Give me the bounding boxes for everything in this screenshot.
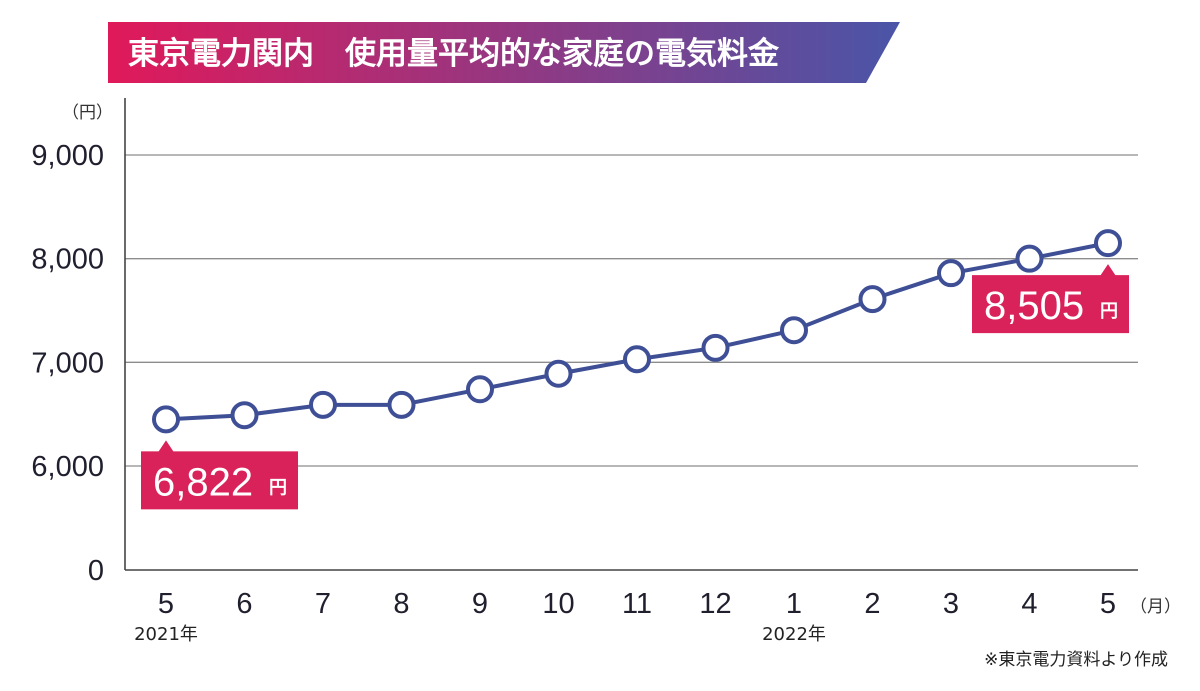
callout-start: 6,822 円 (141, 440, 298, 510)
data-point (780, 316, 808, 345)
callout-unit: 円 (1100, 301, 1118, 322)
x-tick-labels: 5 6 7 8 9 10 11 12 1 2 3 4 5 (158, 588, 1116, 620)
callout-pointer (1100, 264, 1116, 277)
x-tick-label: 9 (472, 588, 488, 620)
x-tick-label: 4 (1021, 588, 1037, 620)
y-tick-label: 9,000 (31, 140, 104, 172)
x-tick-label: 11 (622, 588, 652, 620)
data-point (623, 345, 651, 374)
y-axis-unit: （円） (62, 103, 113, 123)
x-tick-label: 2 (864, 588, 880, 620)
year-labels: 2021年 2022年 (134, 624, 826, 645)
callout-pointer (158, 440, 174, 453)
chart-title: 東京電力関内 使用量平均的な家庭の電気料金 (128, 36, 780, 72)
callout-box (141, 451, 298, 510)
series-line (165, 241, 1109, 422)
source-note: ※東京電力資料より作成 (984, 650, 1168, 670)
data-point (1015, 244, 1044, 273)
callout-end: 8,505 円 (972, 264, 1129, 334)
data-point (937, 259, 965, 288)
y-tick-labels: 0 6,000 7,000 8,000 9,000 (31, 140, 104, 587)
data-point (1094, 229, 1122, 258)
x-axis-unit: （月） (1130, 597, 1181, 617)
y-tick-label: 0 (88, 555, 104, 587)
data-points (152, 229, 1122, 434)
y-tick-label: 7,000 (31, 347, 104, 379)
data-point (544, 359, 573, 388)
callouts: 6,822 円 8,505 円 (141, 264, 1129, 510)
y-tick-label: 8,000 (31, 244, 104, 276)
callout-box (972, 275, 1129, 334)
data-point (858, 285, 887, 314)
year-label: 2021年 (134, 624, 198, 645)
x-tick-label: 8 (393, 588, 409, 620)
x-tick-label: 10 (542, 588, 574, 620)
y-tick-label: 6,000 (31, 451, 104, 483)
x-tick-label: 12 (699, 588, 731, 620)
x-tick-label: 7 (315, 588, 331, 620)
data-point (309, 390, 337, 419)
data-point (701, 333, 730, 362)
data-point (230, 401, 259, 430)
x-tick-label: 6 (236, 588, 252, 620)
year-label: 2022年 (762, 624, 826, 645)
series-polyline (165, 241, 1109, 422)
callout-value: 6,822 (153, 460, 253, 504)
x-tick-label: 1 (786, 588, 802, 620)
data-point (466, 375, 494, 404)
x-tick-label: 5 (158, 588, 174, 620)
title-banner (108, 22, 900, 83)
data-point (387, 390, 416, 419)
axes (124, 98, 1138, 571)
callout-value: 8,505 (984, 284, 1084, 328)
callout-unit: 円 (269, 477, 287, 498)
data-point (152, 405, 180, 434)
x-tick-label: 5 (1100, 588, 1116, 620)
x-tick-label: 3 (943, 588, 959, 620)
